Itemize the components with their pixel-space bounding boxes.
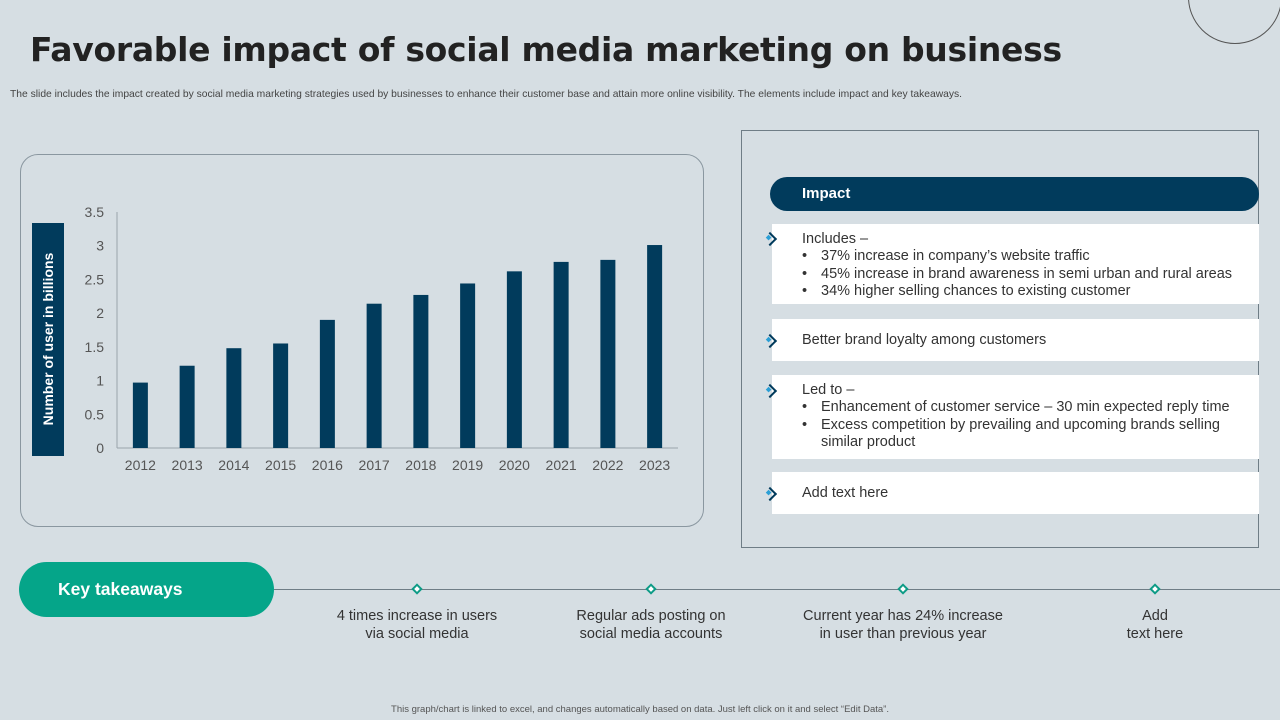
bar-2019	[460, 283, 476, 448]
y-tick-label: 2	[96, 305, 104, 321]
y-tick-label: 0	[96, 440, 104, 456]
key-takeaways-label: Key takeaways	[19, 562, 274, 617]
bullet-dot-icon: •	[802, 399, 808, 415]
timeline-node-icon	[1149, 583, 1161, 595]
y-tick-label: 1.5	[85, 339, 105, 355]
page-title: Favorable impact of social media marketi…	[30, 30, 1062, 69]
x-tick-label: 2012	[125, 457, 156, 473]
decorative-circle	[1188, 0, 1280, 44]
page-subtitle: The slide includes the impact created by…	[10, 89, 963, 100]
bar-2012	[132, 382, 148, 448]
bar-2020	[506, 271, 522, 448]
bullet-dot-icon: •	[802, 416, 808, 433]
impact-item-includes: Includes – • 37% increase in company’s we…	[762, 224, 1259, 304]
y-axis-label: Number of user in billions	[40, 252, 56, 425]
impact-bullet-list: • Enhancement of customer service – 30 mi…	[802, 399, 1251, 452]
bar-2015	[273, 343, 289, 448]
bar-2016	[319, 319, 335, 448]
impact-item-lead: Add text here	[802, 485, 889, 501]
y-tick-label: 3.5	[85, 204, 105, 220]
x-tick-label: 2013	[172, 457, 203, 473]
impact-bullet: • Excess competition by prevailing and up…	[802, 416, 1220, 451]
timeline-node-icon	[897, 583, 909, 595]
x-tick-label: 2023	[639, 457, 670, 473]
y-tick-label: 1	[96, 373, 104, 389]
impact-bullet: • 34% higher selling chances to existing …	[802, 283, 1131, 299]
impact-item-lead: Led to –	[802, 382, 855, 398]
takeaways-timeline	[274, 589, 1280, 590]
takeaway-item: Add text here	[1126, 608, 1184, 642]
takeaway-item: Current year has 24% increase in user th…	[803, 608, 1003, 642]
impact-item-led-to: Led to – • Enhancement of customer servic…	[762, 375, 1259, 459]
bar-2023	[647, 245, 663, 448]
bullet-dot-icon: •	[802, 283, 808, 299]
x-tick-label: 2018	[405, 457, 436, 473]
x-tick-label: 2014	[218, 457, 249, 473]
impact-bullet: • 37% increase in company’s website traff…	[802, 248, 1090, 264]
y-tick-label: 3	[96, 238, 104, 254]
x-tick-label: 2019	[452, 457, 483, 473]
x-tick-label: 2022	[592, 457, 623, 473]
takeaway-item: Regular ads posting on social media acco…	[576, 608, 726, 642]
bar-2014	[226, 348, 242, 448]
takeaway-item: 4 times increase in users via social med…	[336, 608, 498, 642]
bullet-dot-icon: •	[802, 248, 808, 264]
bar-2018	[413, 294, 429, 448]
x-tick-label: 2017	[359, 457, 390, 473]
impact-header: Impact	[770, 177, 1259, 211]
timeline-node-icon	[645, 583, 657, 595]
y-axis-label-box	[32, 223, 64, 456]
timeline-node-icon	[411, 583, 423, 595]
impact-item-lead: Better brand loyalty among customers	[802, 332, 1047, 348]
bar-2022	[600, 259, 616, 448]
impact-item-loyalty: Better brand loyalty among customers	[762, 319, 1259, 361]
impact-item-lead: Includes –	[802, 231, 869, 247]
bullet-dot-icon: •	[802, 265, 808, 282]
impact-bullet: • 45% increase in brand awareness in semi…	[802, 265, 1233, 282]
x-tick-label: 2015	[265, 457, 296, 473]
impact-bullet-list: • 37% increase in company’s website traff…	[802, 248, 1251, 301]
bar-2013	[179, 365, 195, 448]
bar-2017	[366, 303, 382, 448]
x-tick-label: 2020	[499, 457, 530, 473]
impact-bullet: • Enhancement of customer service – 30 mi…	[802, 399, 1230, 415]
bar-2021	[553, 261, 569, 448]
y-tick-label: 0.5	[85, 406, 105, 422]
x-tick-label: 2016	[312, 457, 343, 473]
impact-item-add-text: Add text here	[762, 472, 1259, 514]
y-tick-label: 2.5	[85, 271, 105, 287]
x-tick-label: 2021	[546, 457, 577, 473]
chart-container[interactable]: 0 0.5 1 1.5 2 2.5 3 3.5 2012 2013 2014 2015 2016 2017…	[20, 154, 704, 527]
bar-chart[interactable]: 0 0.5 1 1.5 2 2.5 3 3.5 2012 2013 2014 2015 2016 2017…	[21, 155, 703, 526]
footer-note: This graph/chart is linked to excel, and…	[391, 704, 889, 715]
